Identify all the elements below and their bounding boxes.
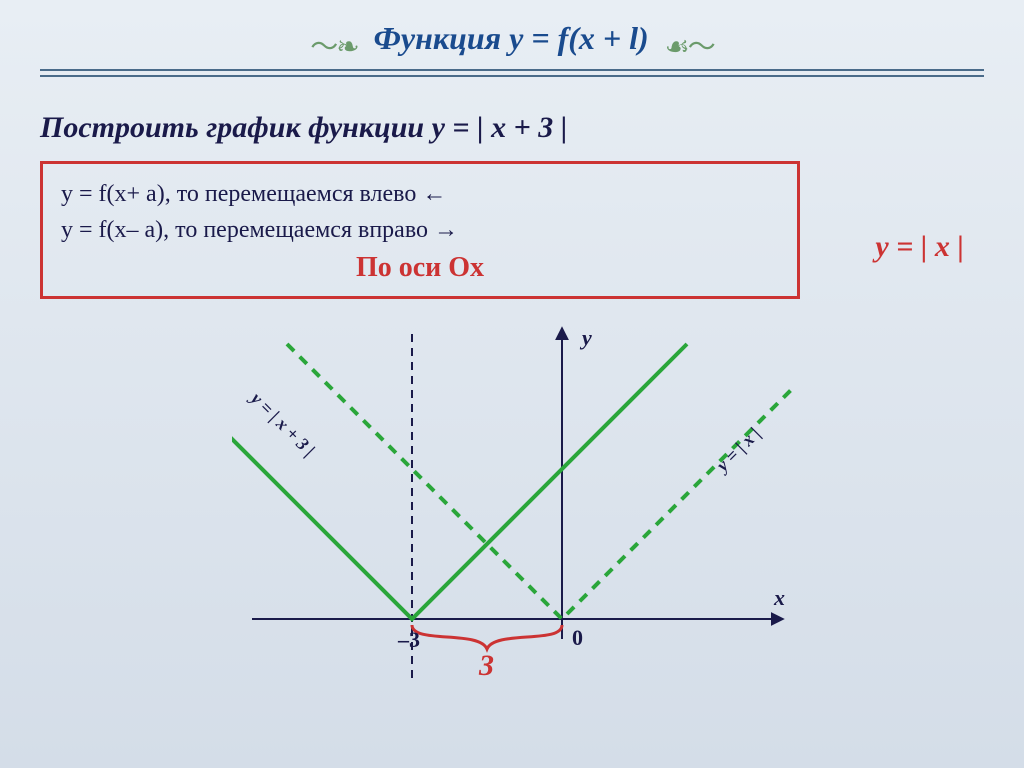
divider-bottom [40,75,984,77]
chart: y x –3 0 3 y = | x | y = | x + 3 | [232,319,792,699]
rule-box: y = f(x+ a), то перемещаемся влево ← y =… [40,161,800,299]
side-equation: y = | x | [875,230,964,264]
chart-svg [232,319,792,699]
ornament-right: ☙～ [665,25,714,65]
ornament-left: ～❧ [310,25,357,65]
rule-axis: По оси Ох [61,252,779,284]
rule-line-2: y = f(x– a), то перемещаемся вправо → [61,212,779,248]
divider-top [40,69,984,71]
tick-zero: 0 [572,625,583,651]
x-axis-label: x [774,585,785,611]
rule-line-1: y = f(x+ a), то перемещаемся влево ← [61,176,779,212]
subtitle: Построить график функции y = | x + 3 | [40,111,984,145]
y-axis-label: y [582,325,592,351]
tick-minus-3: –3 [398,627,420,653]
shift-label: 3 [479,649,494,683]
header: ～❧ Функция y = f(x + l) ☙～ [0,0,1024,91]
page-title: Функция y = f(x + l) [374,20,649,57]
